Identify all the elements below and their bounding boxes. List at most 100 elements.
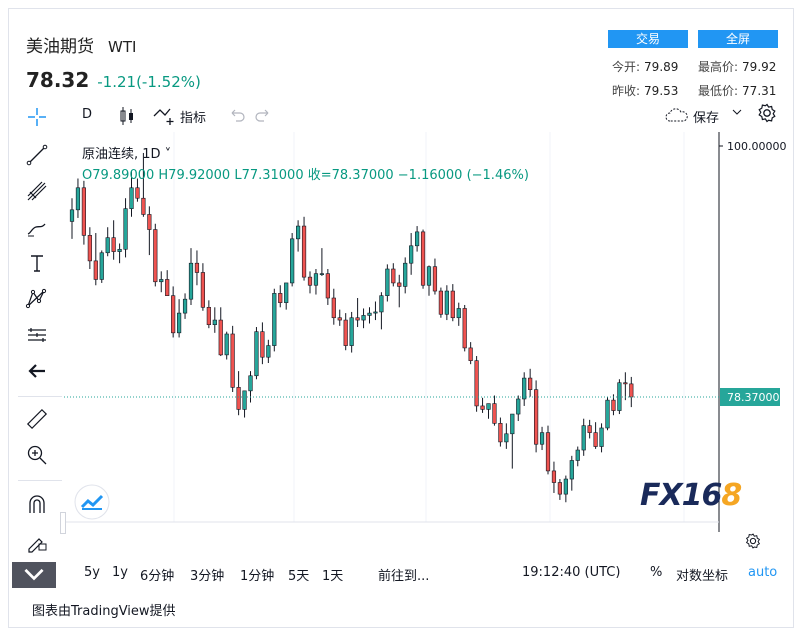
chart-toolbar: D 指标 保存 [20,102,790,128]
range-1y[interactable]: 1y [112,565,128,580]
drawing-tools-sidebar [12,100,62,600]
candle [236,371,241,416]
candle-body [355,317,360,321]
candle-body [504,433,509,443]
candle [611,394,616,416]
tradingview-logo-icon[interactable] [72,482,112,526]
candle-body [69,209,75,222]
candle-body [212,319,217,326]
ruler-icon[interactable] [24,406,50,432]
price-change: -1.21(-1.52%) [97,73,201,91]
candle-body [605,399,610,429]
interval-select[interactable]: D [82,107,93,122]
range-1d[interactable]: 1天 [322,569,344,584]
undo-icon[interactable] [228,106,246,128]
candle [153,223,158,287]
magnet-icon[interactable] [24,492,50,518]
zoom-in-icon[interactable] [24,442,50,468]
candle-body [242,390,247,410]
fullscreen-button[interactable]: 全屏 [698,30,778,48]
candle-body [379,295,384,313]
indicators-button[interactable]: 指标 [180,111,207,126]
back-arrow-icon[interactable] [24,358,50,384]
brush-icon[interactable] [24,214,50,240]
candle-body [105,237,110,254]
candle-body [486,403,491,410]
candle [522,372,527,406]
range-3min[interactable]: 3分钟 [190,569,225,584]
candle-body [236,387,241,410]
candle [75,178,81,218]
log-scale-toggle[interactable]: 对数坐标 [676,569,729,584]
tradingview-credit[interactable]: 图表由TradingView提供 [32,604,176,619]
candle [468,342,473,365]
candle-body [99,252,104,280]
text-tool-icon[interactable] [24,250,50,276]
candle-body [254,331,259,377]
goto-date-button[interactable]: 前往到... [378,569,430,584]
time-axis[interactable] [64,532,792,554]
trend-line-icon[interactable] [24,142,50,168]
candle [629,376,634,408]
candle [272,288,277,352]
candles-icon[interactable] [118,106,136,130]
candle [343,313,348,351]
chevron-down-icon[interactable] [732,105,742,123]
auto-scale-toggle[interactable]: auto [748,565,778,580]
range-5y[interactable]: 5y [84,565,100,580]
candle-body [563,478,568,495]
candle [165,270,170,296]
sidebar-toggle-handle[interactable] [60,512,66,534]
candle-body [200,272,206,308]
candle [111,220,116,260]
settings-gear-icon[interactable] [756,102,778,128]
crosshair-icon[interactable] [26,106,48,132]
candle [266,339,271,363]
lock-drawings-icon[interactable] [24,528,50,554]
candle-body [272,293,277,346]
candle [474,356,479,412]
percent-scale-toggle[interactable]: % [650,565,663,580]
candle-body [206,306,211,326]
candle [290,233,295,287]
candle [528,368,533,397]
candle-body [296,225,301,240]
price-row: 78.32 -1.21(-1.52%) [26,68,201,92]
candle [575,446,580,467]
candle-body [409,245,414,264]
trade-button[interactable]: 交易 [608,30,688,48]
candle [361,308,366,329]
utc-clock[interactable]: 19:12:40 (UTC) [522,565,621,580]
candle [206,300,211,329]
candle [212,307,217,333]
candle [99,250,104,283]
pattern-icon[interactable] [24,286,50,312]
candle [557,479,563,500]
candle [319,248,325,276]
save-button[interactable]: 保存 [693,111,720,126]
range-6min[interactable]: 6分钟 [140,569,175,584]
range-bar: 5y 1y 6分钟 3分钟 1分钟 5天 1天 前往到... 19:12:40 … [64,560,794,586]
redo-icon[interactable] [254,106,272,128]
pitchfork-icon[interactable] [24,178,50,204]
candle [414,226,420,252]
candle [188,248,194,305]
range-5d[interactable]: 5天 [288,569,310,584]
range-1min[interactable]: 1分钟 [240,569,275,584]
candle [563,475,568,503]
candle [313,269,319,295]
last-price: 78.32 [26,68,90,92]
axis-settings-gear-icon[interactable] [744,532,762,554]
cloud-icon[interactable] [664,106,690,128]
collapse-sidebar-icon[interactable] [12,562,56,588]
candle [373,301,378,321]
last-price-badge [720,388,780,406]
candle-body [87,235,92,262]
measure-ruler-icon[interactable] [24,322,50,348]
instrument-symbol: WTI [108,38,137,56]
candle-body [266,345,271,358]
indicators-icon[interactable] [152,104,178,130]
candle [355,298,360,328]
